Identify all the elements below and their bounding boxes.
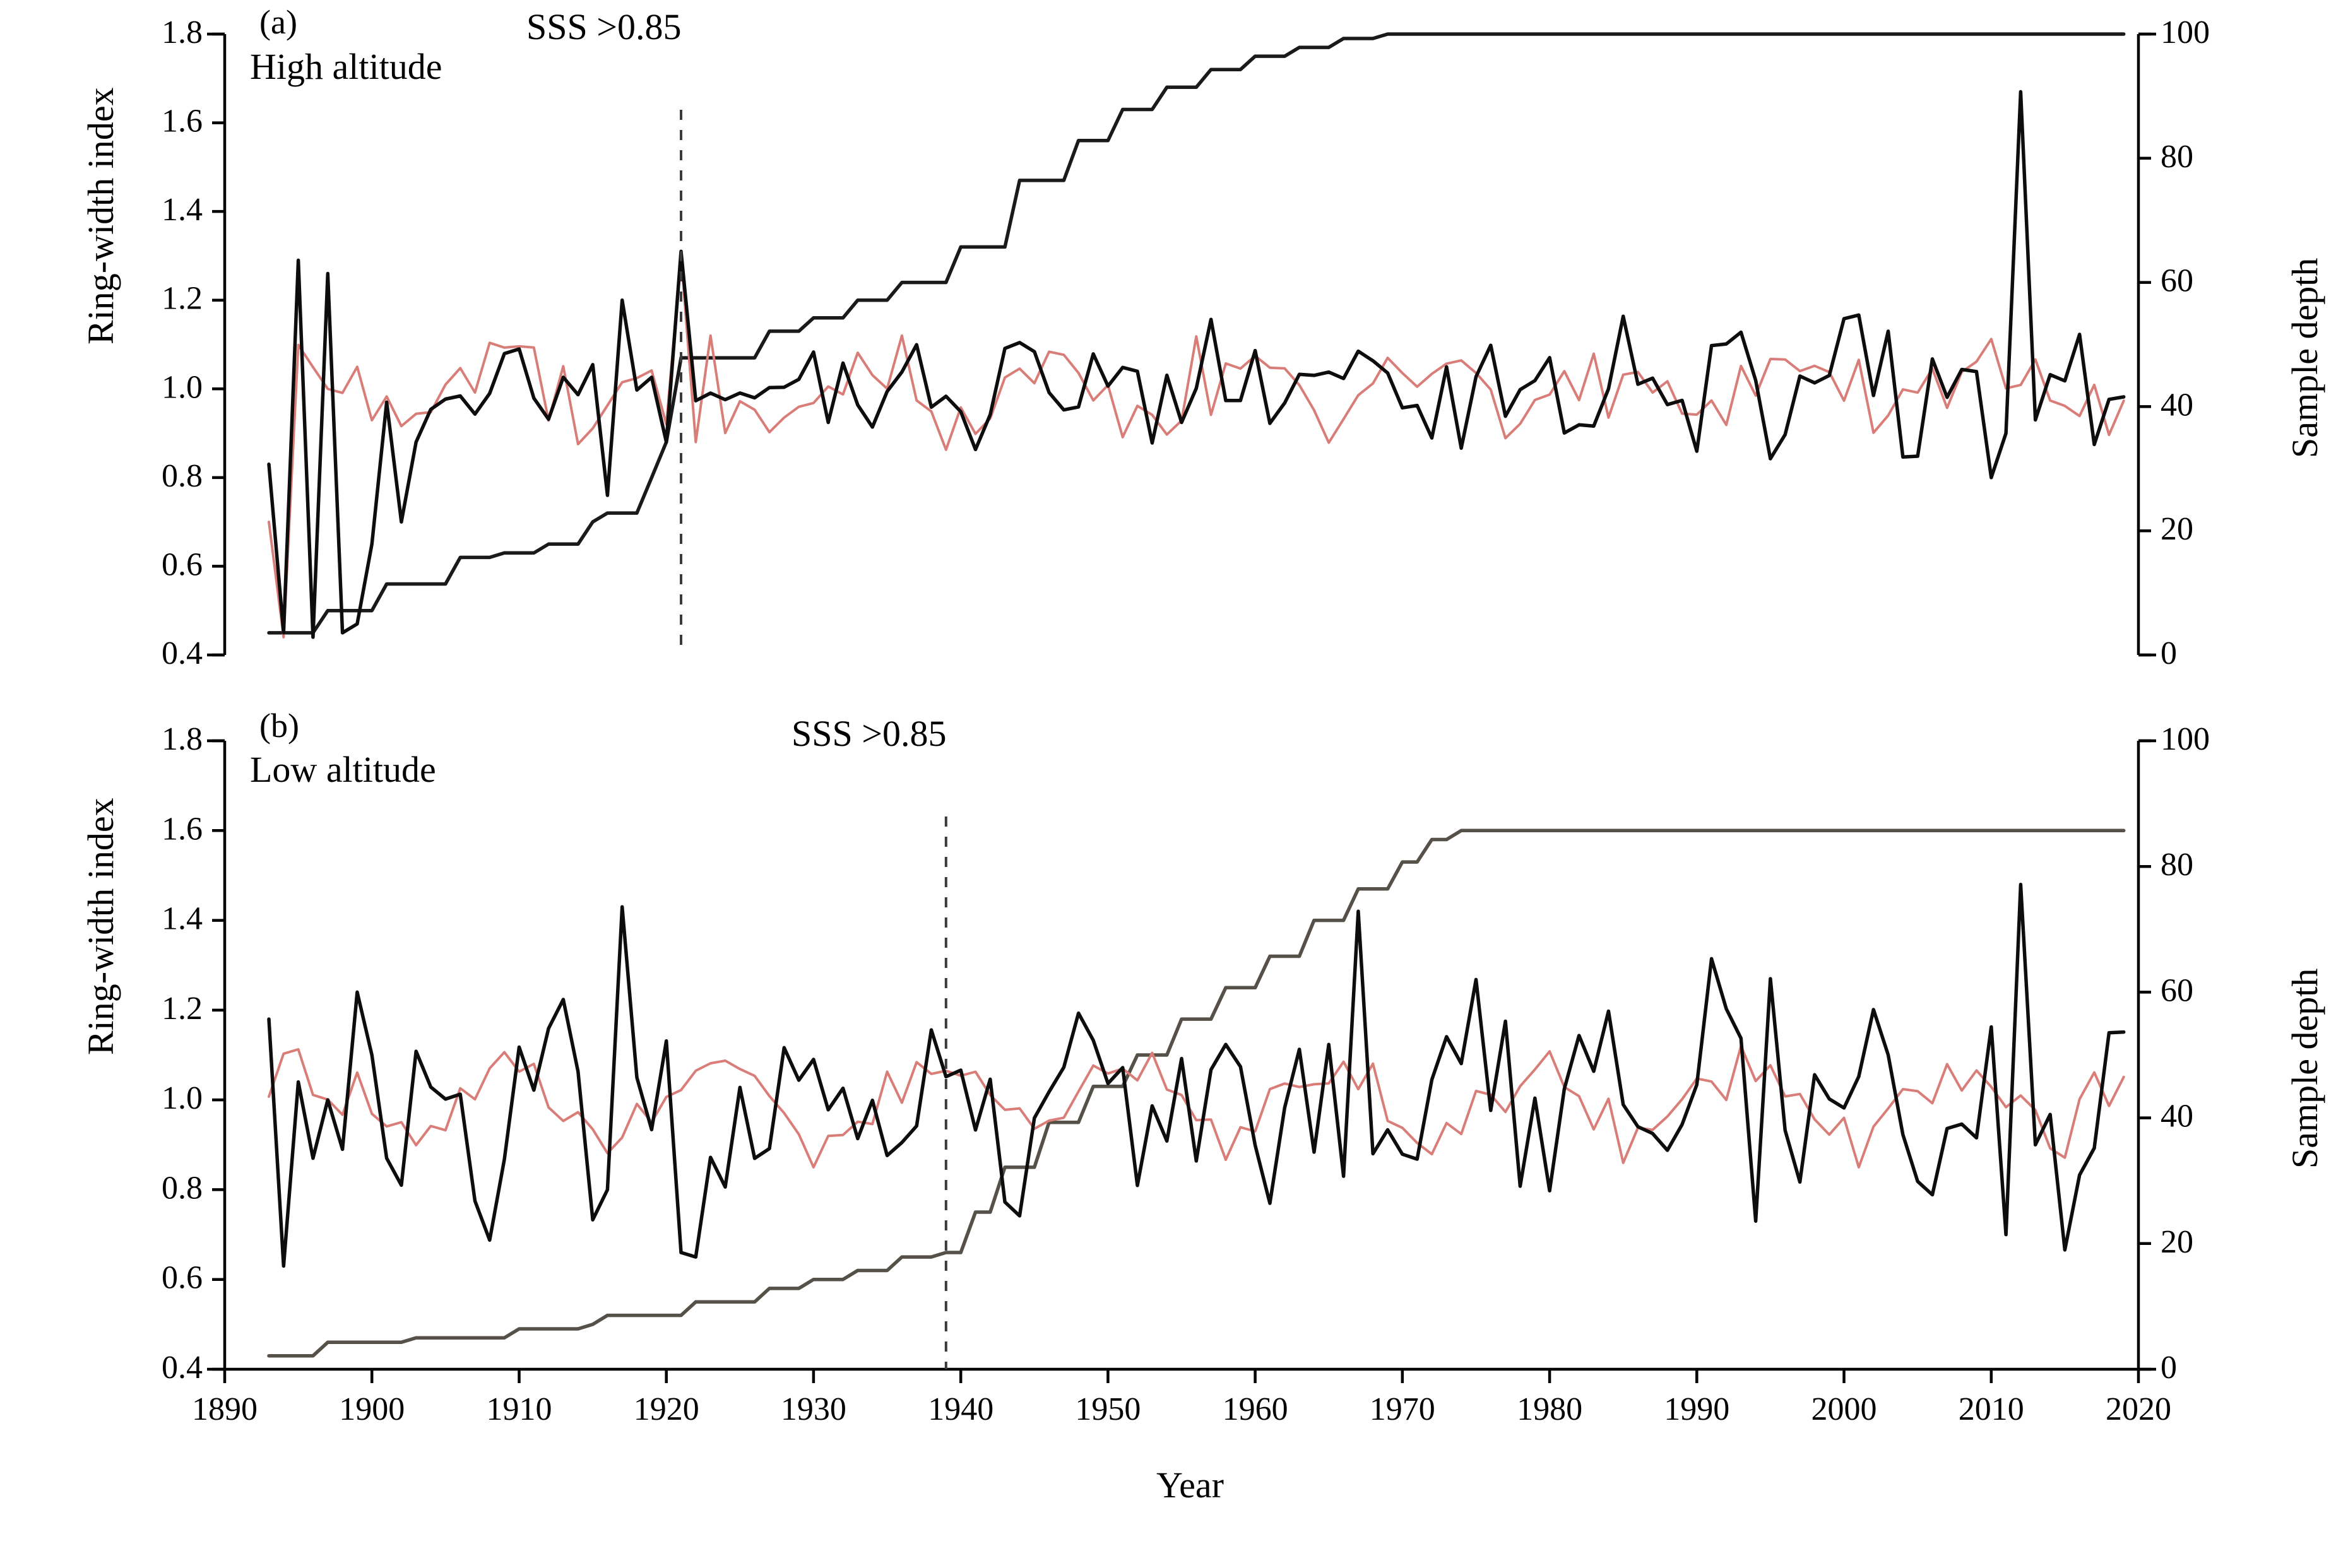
svg-text:2000: 2000 bbox=[1811, 1391, 1877, 1427]
svg-text:80: 80 bbox=[2161, 847, 2193, 883]
svg-text:1.2: 1.2 bbox=[162, 281, 203, 317]
svg-text:2010: 2010 bbox=[1959, 1391, 2024, 1427]
svg-text:1920: 1920 bbox=[634, 1391, 699, 1427]
svg-text:1960: 1960 bbox=[1223, 1391, 1288, 1427]
svg-text:60: 60 bbox=[2161, 263, 2193, 299]
svg-text:1970: 1970 bbox=[1370, 1391, 1435, 1427]
svg-text:0.4: 0.4 bbox=[162, 635, 203, 671]
svg-text:1.6: 1.6 bbox=[162, 811, 203, 847]
svg-text:1.0: 1.0 bbox=[162, 369, 203, 405]
svg-text:0.8: 0.8 bbox=[162, 1170, 203, 1206]
svg-text:0.6: 0.6 bbox=[162, 546, 203, 582]
svg-text:0: 0 bbox=[2161, 635, 2177, 671]
svg-text:1980: 1980 bbox=[1517, 1391, 1582, 1427]
svg-text:1900: 1900 bbox=[339, 1391, 405, 1427]
svg-text:1.8: 1.8 bbox=[162, 15, 203, 50]
svg-text:1950: 1950 bbox=[1075, 1391, 1141, 1427]
svg-text:1.2: 1.2 bbox=[162, 991, 203, 1027]
svg-text:1930: 1930 bbox=[781, 1391, 846, 1427]
svg-text:1.4: 1.4 bbox=[162, 901, 203, 937]
svg-text:1940: 1940 bbox=[928, 1391, 993, 1427]
svg-text:40: 40 bbox=[2161, 387, 2193, 423]
svg-text:1.6: 1.6 bbox=[162, 103, 203, 139]
svg-text:40: 40 bbox=[2161, 1099, 2193, 1135]
svg-text:0: 0 bbox=[2161, 1350, 2177, 1386]
svg-text:100: 100 bbox=[2161, 15, 2210, 50]
svg-text:20: 20 bbox=[2161, 511, 2193, 547]
svg-text:1990: 1990 bbox=[1664, 1391, 1729, 1427]
svg-text:0.6: 0.6 bbox=[162, 1260, 203, 1296]
svg-text:0.8: 0.8 bbox=[162, 458, 203, 494]
svg-text:20: 20 bbox=[2161, 1224, 2193, 1260]
svg-text:80: 80 bbox=[2161, 139, 2193, 175]
svg-text:60: 60 bbox=[2161, 972, 2193, 1008]
svg-text:100: 100 bbox=[2161, 721, 2210, 757]
svg-text:1890: 1890 bbox=[192, 1391, 258, 1427]
svg-text:1.4: 1.4 bbox=[162, 192, 203, 228]
svg-text:1.0: 1.0 bbox=[162, 1080, 203, 1116]
svg-text:1.8: 1.8 bbox=[162, 721, 203, 757]
svg-text:1910: 1910 bbox=[487, 1391, 552, 1427]
svg-text:2020: 2020 bbox=[2106, 1391, 2171, 1427]
svg-text:0.4: 0.4 bbox=[162, 1350, 203, 1386]
